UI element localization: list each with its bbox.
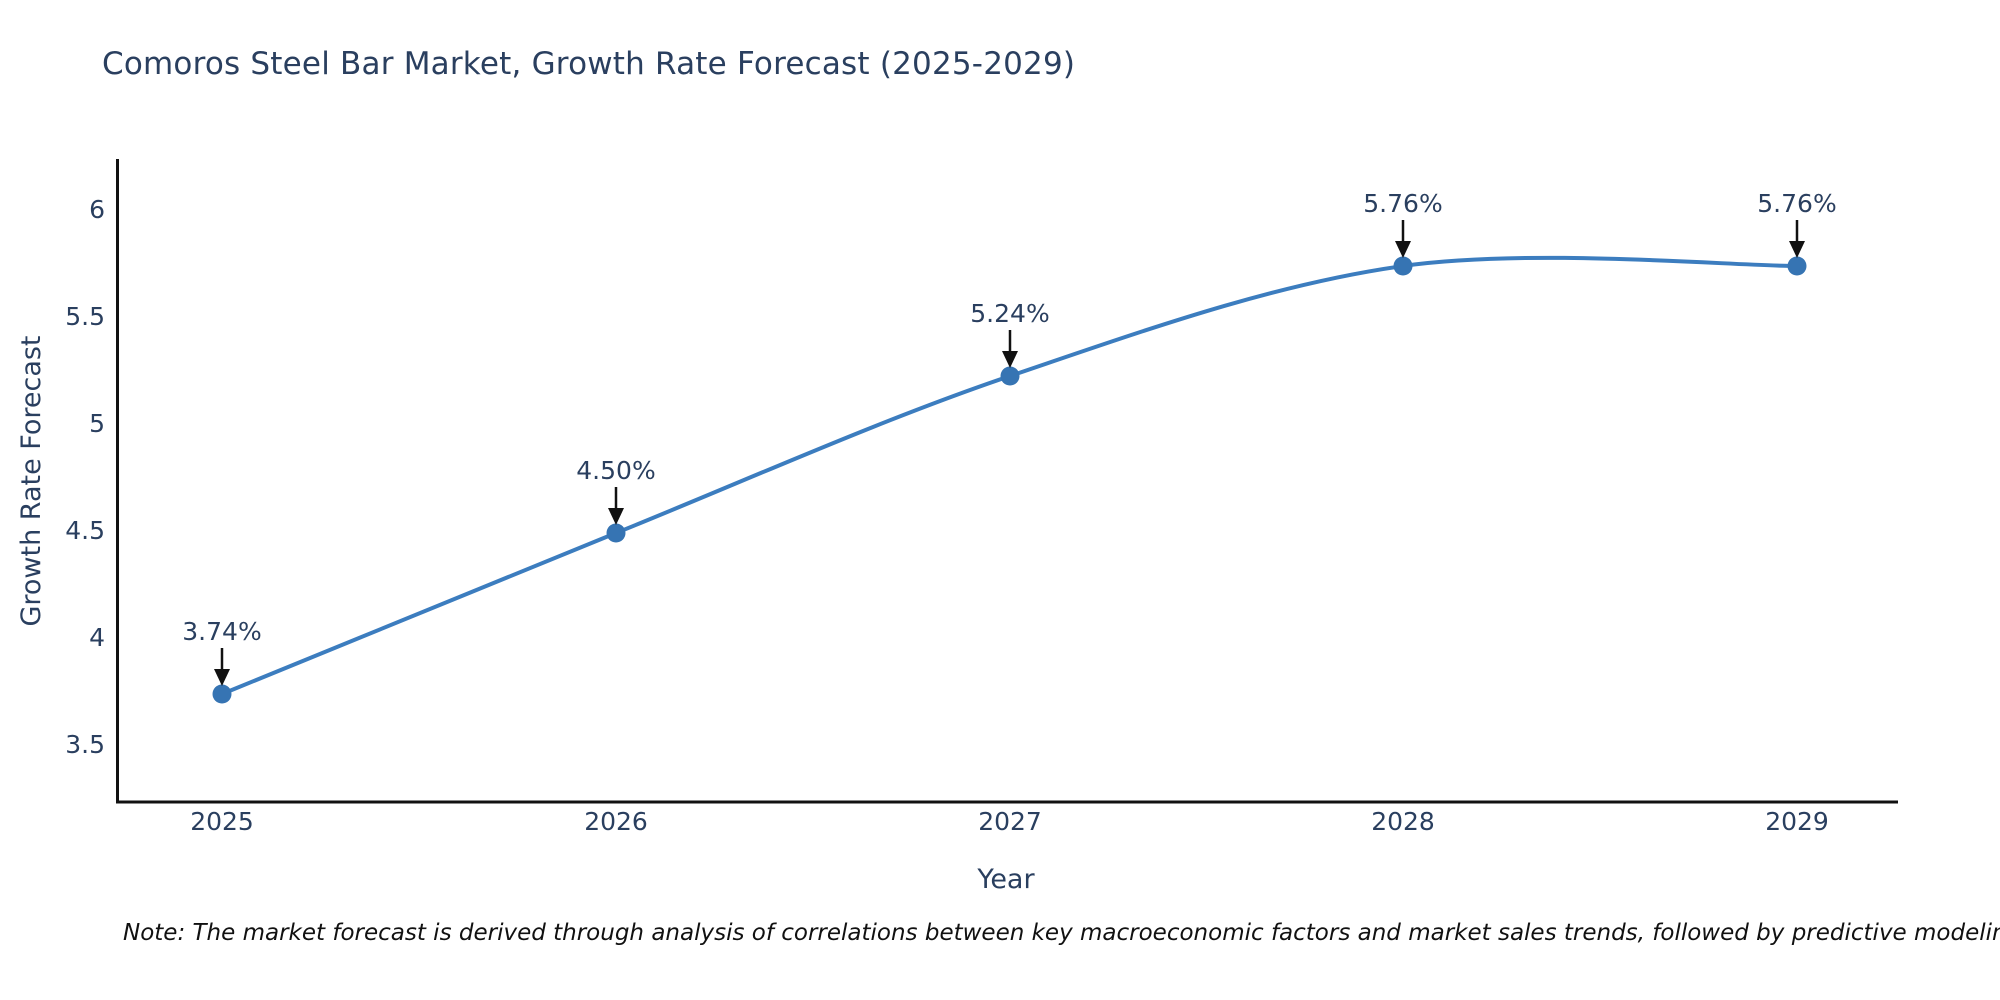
y-tick-3-5: 3.5 [65, 730, 105, 759]
annotation-arrow-2029 [1789, 220, 1805, 258]
annotation-arrow-2027 [1002, 330, 1018, 368]
y-tick-5-5: 5.5 [65, 302, 105, 331]
y-tick-4: 4 [89, 623, 105, 652]
x-tick-2027: 2027 [978, 807, 1042, 836]
annotation-arrow-2026 [608, 487, 624, 525]
chart-title: Comoros Steel Bar Market, Growth Rate Fo… [102, 46, 1076, 82]
x-tick-2028: 2028 [1371, 807, 1435, 836]
annotation-label-2026: 4.50% [576, 456, 656, 485]
data-point-2027 [1000, 366, 1020, 386]
annotation-arrow-2028 [1395, 220, 1411, 258]
y-axis-title: Growth Rate Forecast [16, 335, 47, 627]
y-tick-5: 5 [89, 409, 105, 438]
x-tick-2025: 2025 [190, 807, 254, 836]
x-axis-title: Year [977, 864, 1035, 895]
x-tick-2026: 2026 [584, 807, 648, 836]
annotation-arrow-2025 [214, 648, 230, 686]
x-tick-2029: 2029 [1765, 807, 1829, 836]
footnote: Note: The market forecast is derived thr… [123, 920, 2000, 946]
data-point-2026 [606, 523, 626, 543]
annotation-label-2027: 5.24% [970, 299, 1050, 328]
data-point-2029 [1787, 256, 1807, 276]
data-point-2025 [212, 684, 232, 704]
annotation-label-2025: 3.74% [182, 617, 262, 646]
annotation-label-2029: 5.76% [1757, 189, 1837, 218]
y-tick-4-5: 4.5 [65, 516, 105, 545]
y-tick-6: 6 [89, 195, 105, 224]
annotation-label-2028: 5.76% [1363, 189, 1443, 218]
data-point-2028 [1393, 256, 1413, 276]
